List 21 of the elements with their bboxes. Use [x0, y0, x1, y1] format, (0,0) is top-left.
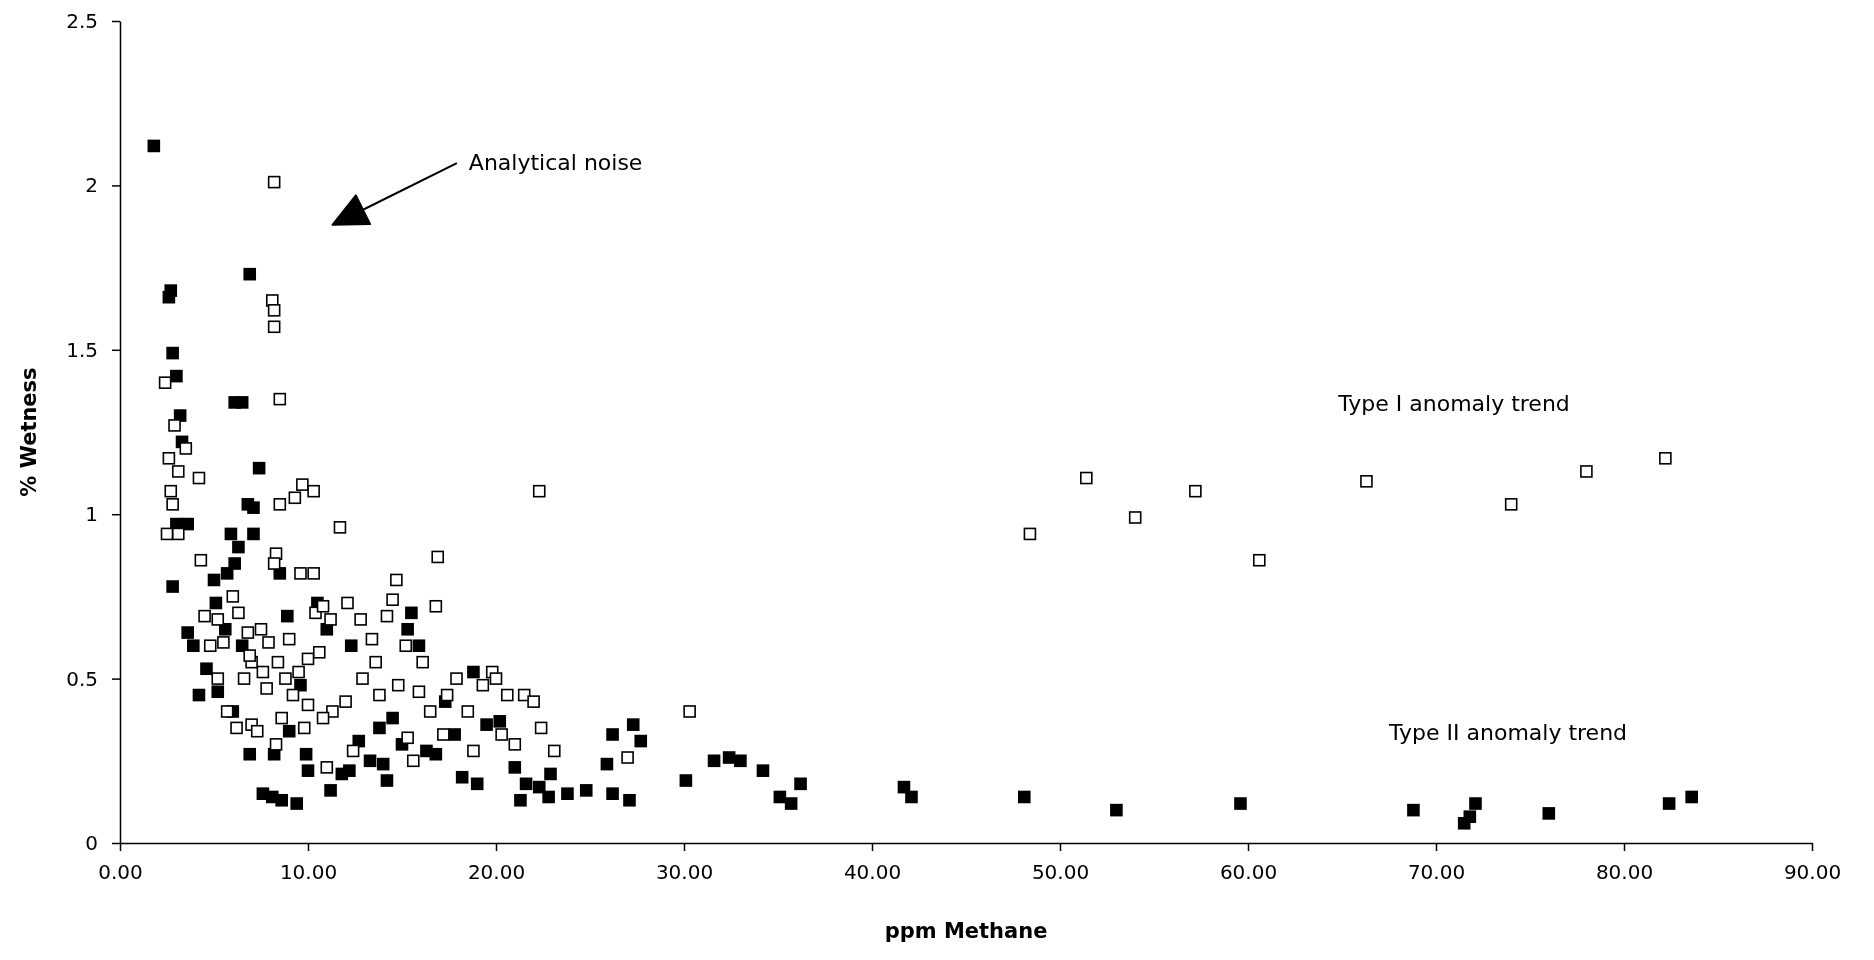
x-axis-title: ppm Methane — [884, 919, 1048, 943]
y-tick-label: 2 — [85, 173, 98, 198]
annotation: Type II anomaly trend — [1388, 720, 1628, 746]
x-tick-label: 40.00 — [843, 860, 902, 885]
x-tick-label: 10.00 — [279, 860, 338, 885]
x-tick-label: 30.00 — [655, 860, 714, 885]
x-tick-label: 50.00 — [1031, 860, 1090, 885]
y-tick-label: 0 — [85, 830, 98, 855]
x-tick-label: 70.00 — [1407, 860, 1466, 885]
x-tick-label: 90.00 — [1783, 860, 1842, 885]
annotation: Analytical noise — [468, 150, 643, 176]
y-tick-label: 1.5 — [66, 337, 98, 362]
y-axis-title: % Wetness — [17, 367, 41, 497]
y-tick-label: 2.5 — [66, 8, 98, 33]
x-tick-label: 80.00 — [1595, 860, 1654, 885]
x-tick-label: 0.00 — [98, 860, 143, 885]
x-tick-label: 20.00 — [467, 860, 526, 885]
y-tick-label: 0.5 — [66, 666, 98, 691]
annotation: Type I anomaly trend — [1337, 391, 1570, 417]
y-tick-label: 1 — [85, 502, 98, 527]
x-tick-label: 60.00 — [1219, 860, 1278, 885]
